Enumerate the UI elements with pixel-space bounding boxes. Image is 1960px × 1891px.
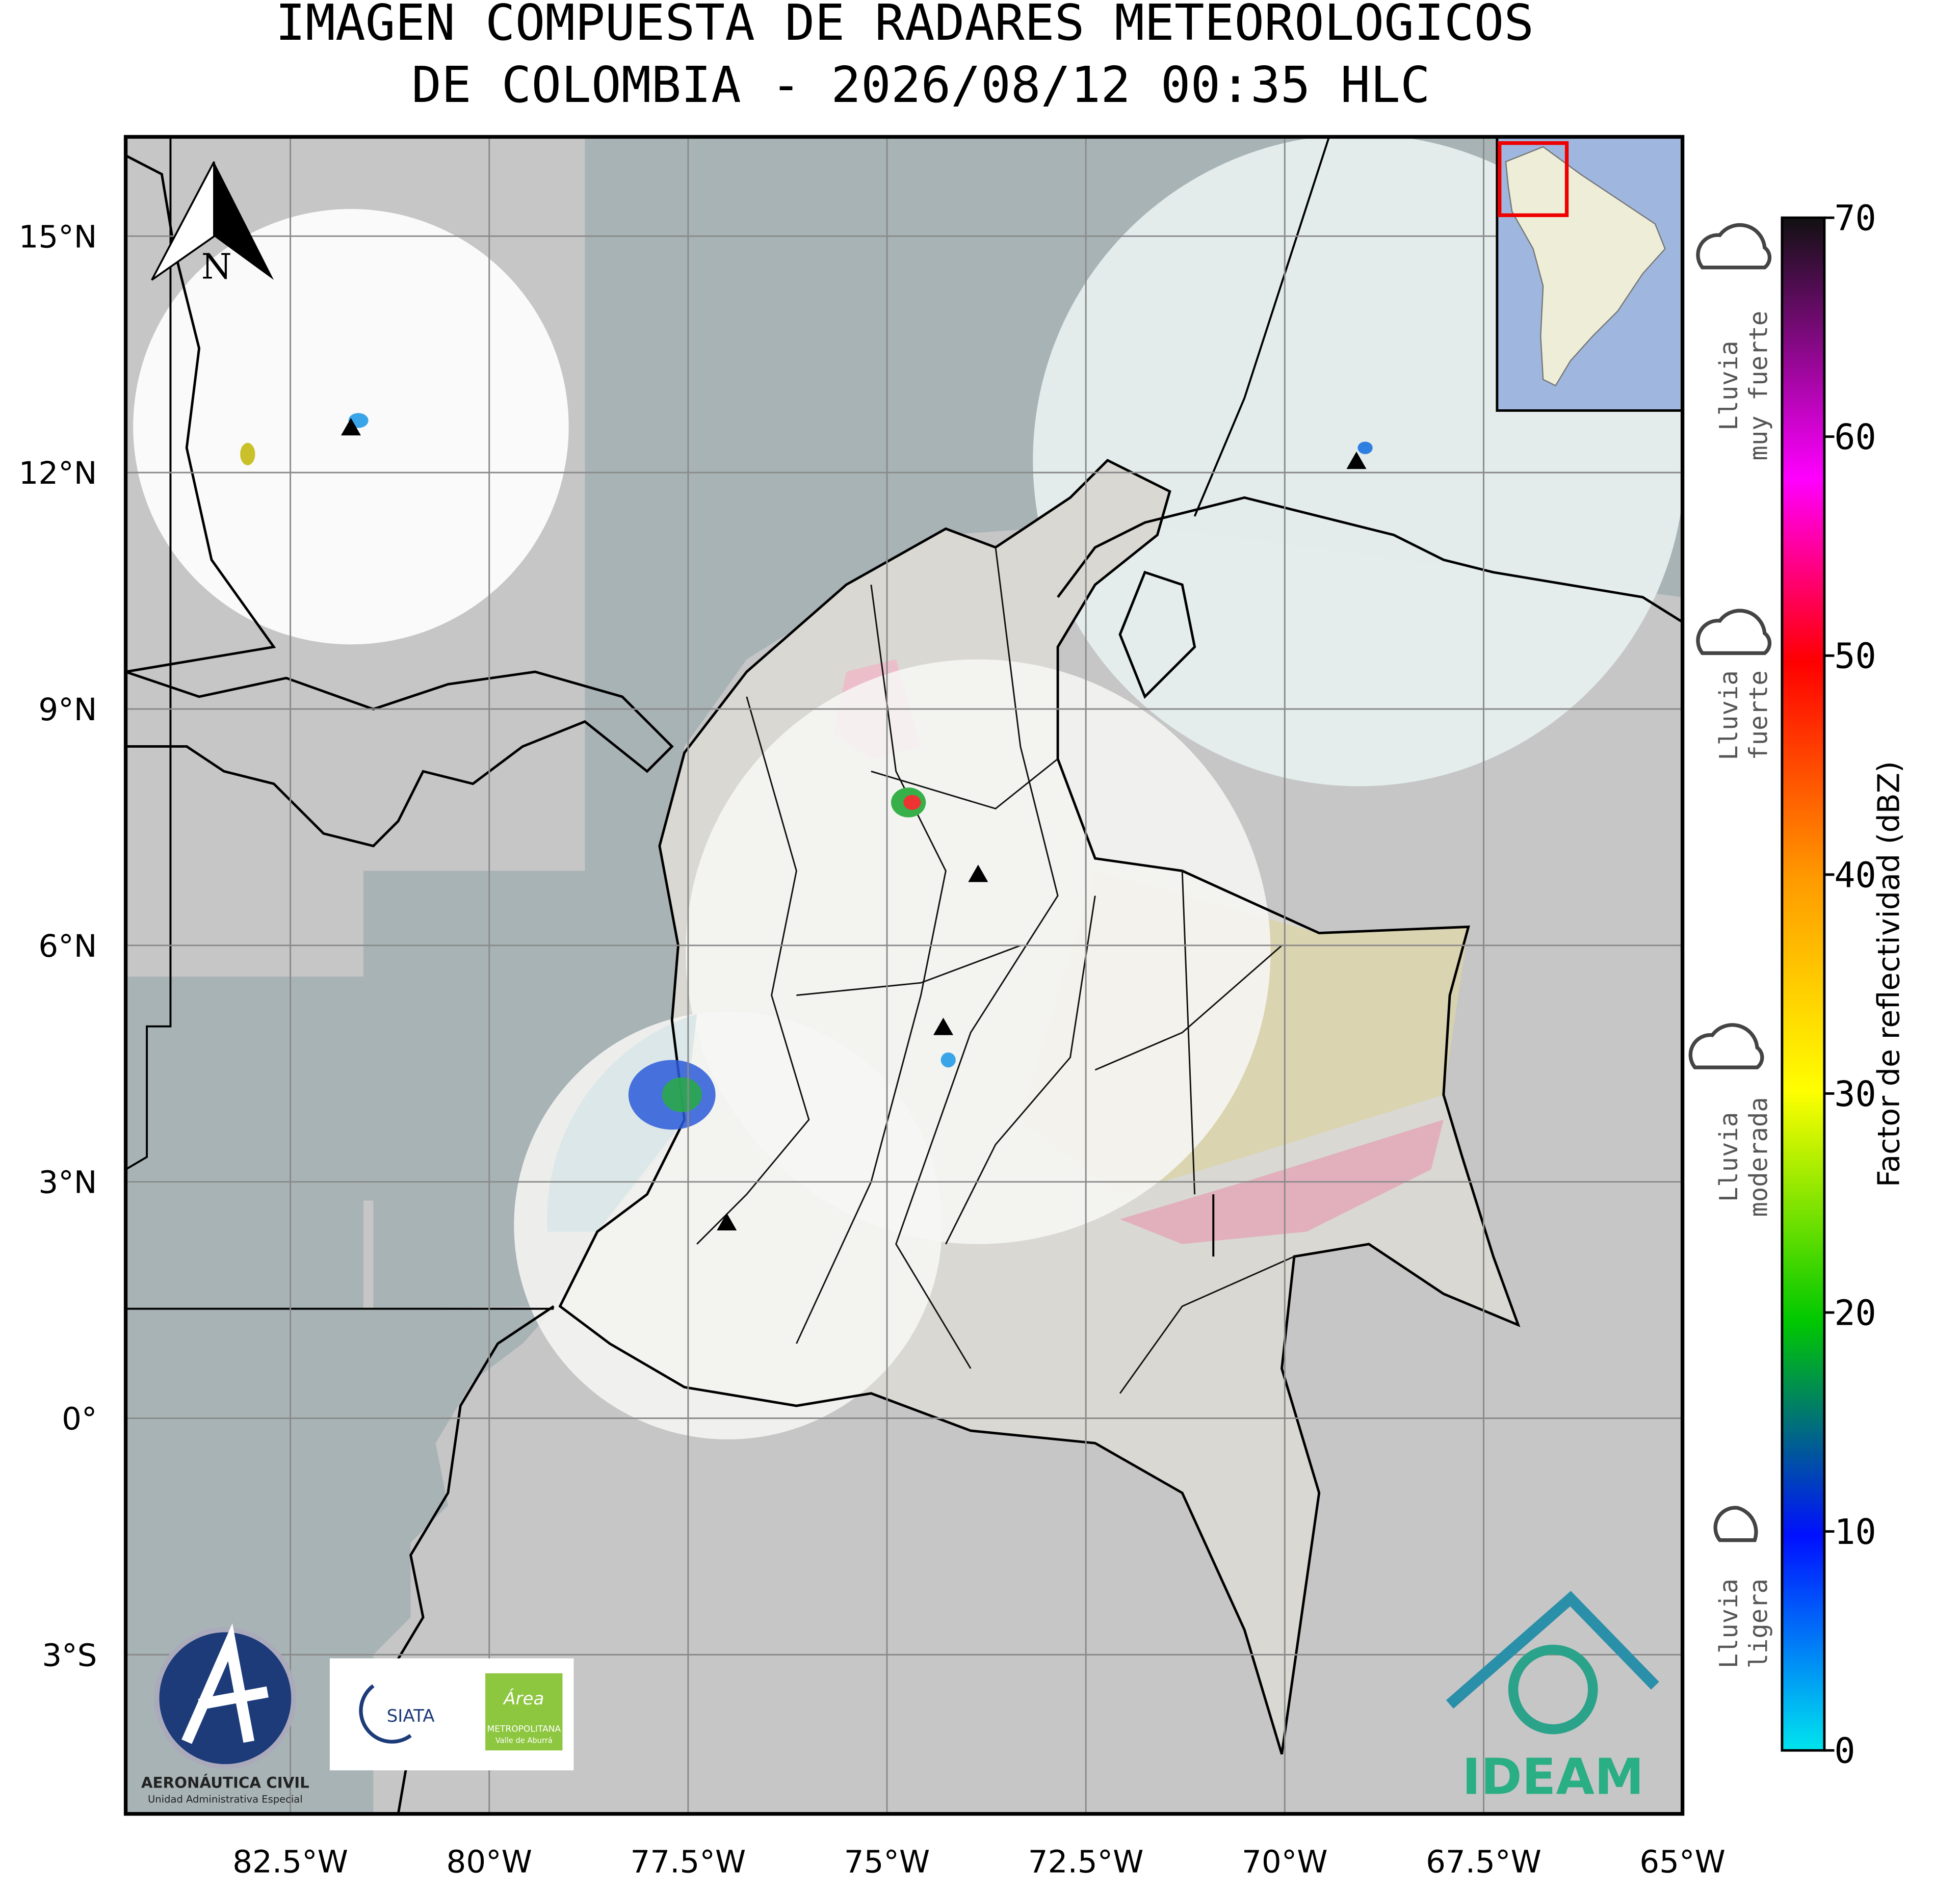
ideam-roof <box>1446 1591 1659 1709</box>
radar-site <box>968 864 988 882</box>
echo <box>240 442 255 465</box>
boundary-lines <box>125 137 1330 1310</box>
area-mark <box>485 1673 563 1751</box>
siata-mark <box>359 1684 412 1744</box>
x-tick-label: 67.5°W <box>1426 1844 1541 1880</box>
grid <box>125 137 1683 1814</box>
logo-text: AERONÁUTICA CIVIL <box>141 1773 309 1791</box>
axes: 82.5°W 80°W 77.5°W 75°W 72.5°W 70°W 67.5°W 65°W… <box>19 219 1726 1880</box>
echo <box>940 1052 956 1068</box>
y-tick-label: 3°S <box>42 1637 97 1673</box>
rain-icon <box>1713 1506 1758 1542</box>
y-tick-label: 15°N <box>19 219 97 255</box>
rain-level-label: Lluvia <box>1714 1112 1743 1202</box>
y-tick-label: 0° <box>62 1401 97 1437</box>
logos: AERONÁUTICA CIVIL Unidad Administrativa … <box>141 1591 1659 1806</box>
rain-level-label: ligera <box>1744 1579 1773 1668</box>
y-tick-label: 9°N <box>38 692 97 728</box>
colorbar-tick-label: 70 <box>1834 199 1876 239</box>
y-tick-label: 3°N <box>38 1165 97 1201</box>
logo-text: SIATA <box>387 1706 435 1726</box>
echo <box>1357 441 1373 454</box>
rain-icon <box>1688 1023 1764 1069</box>
rain-icon <box>1696 609 1772 655</box>
colorbar-tick-label: 60 <box>1834 417 1876 458</box>
y-tick-label: 6°N <box>38 928 97 964</box>
title-line: IMAGEN COMPUESTA DE RADARES METEOROLOGIC… <box>275 0 1534 52</box>
colorbar-tick-label: 10 <box>1834 1512 1876 1553</box>
rain-level-label: moderada <box>1744 1097 1773 1217</box>
colorbar-ticks: 0 10 20 30 40 50 60 70 <box>1824 199 1876 1772</box>
x-tick-label: 65°W <box>1639 1844 1726 1880</box>
x-tick-label: 77.5°W <box>631 1844 746 1880</box>
logo-text: IDEAM <box>1462 1748 1644 1806</box>
colorbar-label: Factor de reflectividad (dBZ) <box>1871 761 1906 1187</box>
x-tick-label: 70°W <box>1242 1844 1328 1880</box>
x-tick-label: 80°W <box>446 1844 532 1880</box>
department-borders <box>696 547 1295 1394</box>
aerocivil-a <box>181 1623 269 1744</box>
colorbar-ramp <box>1781 216 1826 1752</box>
panama-coast <box>125 670 674 848</box>
title-line: DE COLOMBIA - 2026/08/12 00:35 HLC <box>411 56 1430 114</box>
logo-text: Área <box>503 1688 544 1709</box>
south-america <box>1505 146 1666 387</box>
nicaragua-coast <box>125 154 276 673</box>
logo-text: Valle de Aburrá <box>495 1737 553 1745</box>
colorbar-tick-label: 50 <box>1834 637 1876 677</box>
colorbar-tick-label: 0 <box>1834 1731 1855 1772</box>
y-tick-label: 12°N <box>19 455 97 491</box>
radar-site <box>1346 452 1367 469</box>
radar-site <box>341 418 361 436</box>
echo <box>903 795 921 810</box>
rain-level-label: Lluvia <box>1714 1579 1743 1668</box>
maritime-zone <box>125 977 585 1309</box>
map-body <box>125 137 1683 1814</box>
logo-text: Unidad Administrativa Especial <box>148 1794 303 1805</box>
inset-map <box>1496 136 1684 412</box>
logo-text: METROPOLITANA <box>487 1724 561 1735</box>
rain-icon <box>1696 223 1772 270</box>
north-label: N <box>201 247 232 287</box>
ideam-swirl <box>1508 1644 1598 1735</box>
radar-sites <box>341 418 1367 1230</box>
colorbar-tick-label: 30 <box>1834 1074 1876 1115</box>
rain-level-label: muy fuerte <box>1744 311 1773 461</box>
colorbar-tick-label: 20 <box>1834 1293 1876 1333</box>
title: IMAGEN COMPUESTA DE RADARES METEOROLOGIC… <box>275 0 1534 114</box>
colorbar: Factor de reflectividad (dBZ) 0 10 20 30 40 5… <box>1781 199 1906 1772</box>
rain-level-label: Lluvia <box>1714 670 1743 760</box>
map-frame <box>123 135 1685 1816</box>
colorbar-tick-label: 40 <box>1834 855 1876 896</box>
x-tick-label: 75°W <box>844 1844 930 1880</box>
venezuela-coast <box>1057 496 1683 699</box>
rain-level-label: fuerte <box>1744 670 1773 760</box>
echo <box>662 1077 702 1113</box>
rain-level-label: Lluvia <box>1714 340 1743 430</box>
radar-site <box>933 1017 954 1035</box>
radar-site <box>717 1213 737 1230</box>
inset-highlight <box>1498 141 1569 217</box>
colombia-border <box>558 459 1521 1755</box>
x-tick-label: 72.5°W <box>1028 1844 1144 1880</box>
x-tick-label: 82.5°W <box>232 1844 348 1880</box>
